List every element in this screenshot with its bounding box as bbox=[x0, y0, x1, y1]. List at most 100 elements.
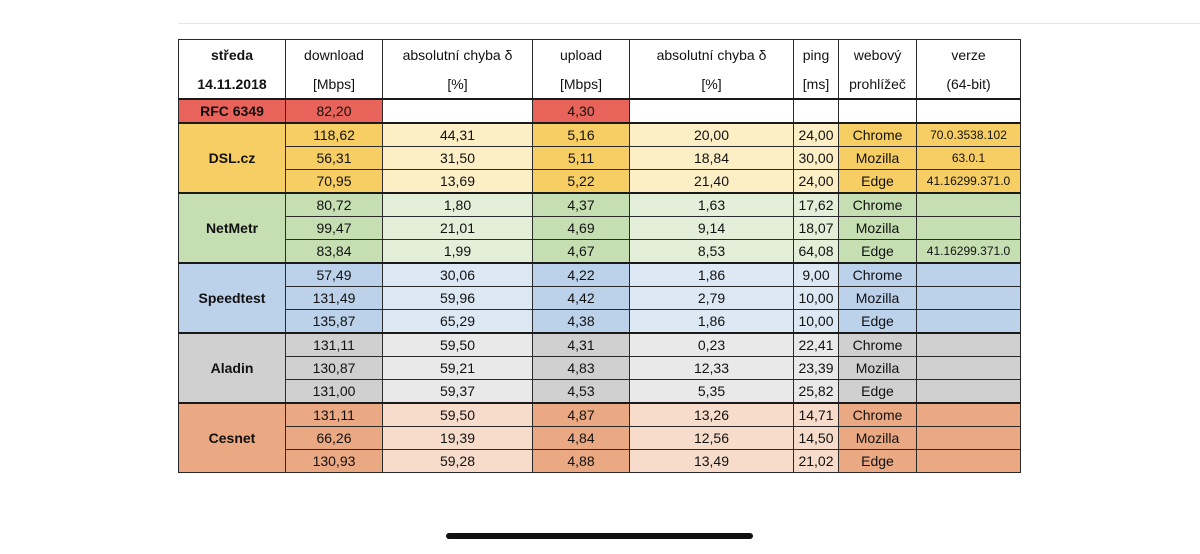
download-error-cell: 1,99 bbox=[382, 239, 533, 264]
header-download-error-unit: [%] bbox=[382, 69, 533, 100]
download-cell: 80,72 bbox=[285, 192, 383, 217]
table-row: 70,95 13,69 5,22 21,40 24,00 Edge 41.162… bbox=[179, 169, 1021, 194]
header-upload-error-unit: [%] bbox=[629, 69, 794, 100]
table-row: DSL.cz 118,62 44,31 5,16 20,00 24,00 Chr… bbox=[178, 122, 1021, 194]
upload-cell: 5,11 bbox=[532, 146, 630, 170]
browser-cell: Mozilla bbox=[838, 356, 917, 380]
header-browser-2: prohlížeč bbox=[838, 69, 917, 100]
download-error-cell: 59,50 bbox=[382, 332, 533, 357]
reference-download-error bbox=[382, 98, 533, 124]
reference-browser bbox=[838, 98, 917, 124]
download-cell: 83,84 bbox=[285, 239, 383, 264]
table-row: 66,26 19,39 4,84 12,56 14,50 Mozilla bbox=[179, 426, 1021, 450]
version-cell bbox=[916, 309, 1021, 334]
upload-cell: 4,42 bbox=[532, 286, 630, 310]
browser-cell: Mozilla bbox=[838, 216, 917, 240]
upload-error-cell: 18,84 bbox=[629, 146, 794, 170]
reference-version bbox=[916, 98, 1021, 124]
version-cell: 41.16299.371.0 bbox=[916, 239, 1021, 264]
reference-upload-error bbox=[629, 98, 794, 124]
upload-error-cell: 2,79 bbox=[629, 286, 794, 310]
upload-error-cell: 1,63 bbox=[629, 192, 794, 217]
table-row: Speedtest 57,49 30,06 4,22 1,86 9,00 Chr… bbox=[178, 262, 1021, 334]
top-divider bbox=[178, 23, 1200, 24]
provider-aladin: Aladin bbox=[178, 332, 286, 404]
provider-speedtest: Speedtest bbox=[178, 262, 286, 334]
download-error-cell: 59,50 bbox=[382, 402, 533, 427]
ping-cell: 30,00 bbox=[793, 146, 839, 170]
upload-error-cell: 12,33 bbox=[629, 356, 794, 380]
download-error-cell: 44,31 bbox=[382, 122, 533, 147]
download-cell: 130,93 bbox=[285, 449, 383, 473]
speed-test-table: středa download absolutní chyba δ upload… bbox=[178, 39, 1021, 473]
download-error-cell: 31,50 bbox=[382, 146, 533, 170]
header-version-bits: (64-bit) bbox=[916, 69, 1021, 100]
browser-cell: Mozilla bbox=[838, 286, 917, 310]
home-indicator[interactable] bbox=[446, 533, 753, 539]
browser-cell: Edge bbox=[838, 309, 917, 334]
download-error-cell: 59,37 bbox=[382, 379, 533, 404]
version-cell: 63.0.1 bbox=[916, 146, 1021, 170]
table-row: 135,87 65,29 4,38 1,86 10,00 Edge bbox=[179, 309, 1021, 334]
version-cell bbox=[916, 379, 1021, 404]
version-cell bbox=[916, 426, 1021, 450]
upload-cell: 4,84 bbox=[532, 426, 630, 450]
download-cell: 118,62 bbox=[285, 122, 383, 147]
upload-cell: 4,69 bbox=[532, 216, 630, 240]
browser-cell: Edge bbox=[838, 379, 917, 404]
header-download-error: absolutní chyba δ bbox=[382, 39, 533, 69]
browser-cell: Mozilla bbox=[838, 146, 917, 170]
header-version: verze bbox=[916, 39, 1021, 69]
upload-error-cell: 12,56 bbox=[629, 426, 794, 450]
version-cell bbox=[916, 402, 1021, 427]
header-upload-unit: [Mbps] bbox=[532, 69, 630, 100]
version-cell: 70.0.3538.102 bbox=[916, 122, 1021, 147]
upload-error-cell: 21,40 bbox=[629, 169, 794, 194]
table-row: Cesnet 131,11 59,50 4,87 13,26 14,71 Chr… bbox=[178, 402, 1021, 473]
download-error-cell: 59,96 bbox=[382, 286, 533, 310]
ping-cell: 9,00 bbox=[793, 262, 839, 287]
browser-cell: Edge bbox=[838, 169, 917, 194]
table-row: 130,93 59,28 4,88 13,49 21,02 Edge bbox=[179, 449, 1021, 473]
download-error-cell: 13,69 bbox=[382, 169, 533, 194]
version-cell bbox=[916, 216, 1021, 240]
ping-cell: 10,00 bbox=[793, 286, 839, 310]
upload-cell: 4,88 bbox=[532, 449, 630, 473]
ping-cell: 14,71 bbox=[793, 402, 839, 427]
download-cell: 131,49 bbox=[285, 286, 383, 310]
provider-netmetr: NetMetr bbox=[178, 192, 286, 264]
download-error-cell: 1,80 bbox=[382, 192, 533, 217]
header-ping: ping bbox=[793, 39, 839, 69]
download-error-cell: 59,21 bbox=[382, 356, 533, 380]
reference-name: RFC 6349 bbox=[178, 98, 286, 124]
upload-error-cell: 5,35 bbox=[629, 379, 794, 404]
header-row-2: 14.11.2018 [Mbps] [%] [Mbps] [%] [ms] pr… bbox=[178, 69, 1021, 100]
ping-cell: 14,50 bbox=[793, 426, 839, 450]
upload-error-cell: 9,14 bbox=[629, 216, 794, 240]
download-cell: 131,11 bbox=[285, 332, 383, 357]
upload-error-cell: 1,86 bbox=[629, 262, 794, 287]
browser-cell: Chrome bbox=[838, 402, 917, 427]
version-cell bbox=[916, 332, 1021, 357]
browser-cell: Edge bbox=[838, 449, 917, 473]
version-cell bbox=[916, 356, 1021, 380]
upload-cell: 5,22 bbox=[532, 169, 630, 194]
upload-cell: 4,67 bbox=[532, 239, 630, 264]
upload-cell: 4,83 bbox=[532, 356, 630, 380]
header-row-1: středa download absolutní chyba δ upload… bbox=[178, 39, 1021, 69]
download-cell: 56,31 bbox=[285, 146, 383, 170]
download-error-cell: 21,01 bbox=[382, 216, 533, 240]
header-upload-error: absolutní chyba δ bbox=[629, 39, 794, 69]
upload-cell: 4,87 bbox=[532, 402, 630, 427]
header-date: 14.11.2018 bbox=[178, 69, 286, 100]
table-row: 99,47 21,01 4,69 9,14 18,07 Mozilla bbox=[179, 216, 1021, 240]
download-error-cell: 19,39 bbox=[382, 426, 533, 450]
ping-cell: 17,62 bbox=[793, 192, 839, 217]
ping-cell: 24,00 bbox=[793, 122, 839, 147]
header-browser: webový bbox=[838, 39, 917, 69]
provider-dsl: DSL.cz bbox=[178, 122, 286, 194]
download-cell: 66,26 bbox=[285, 426, 383, 450]
download-error-cell: 65,29 bbox=[382, 309, 533, 334]
version-cell bbox=[916, 449, 1021, 473]
table-row: 56,31 31,50 5,11 18,84 30,00 Mozilla 63.… bbox=[179, 146, 1021, 170]
